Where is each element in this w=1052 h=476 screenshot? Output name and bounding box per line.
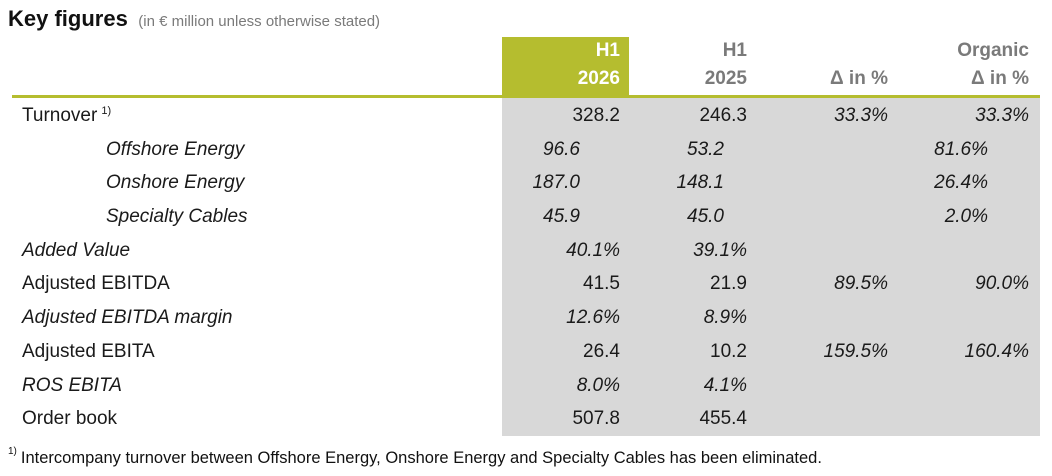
row-label-text: Added Value: [22, 239, 131, 261]
current-period-header-highlight: [502, 37, 629, 95]
value-h1-2026: 41.5: [583, 273, 620, 295]
value-h1-2025: 455.4: [699, 408, 747, 430]
table-row: Specialty Cables 45.9 45.0 2.0%: [0, 200, 1052, 234]
row-label-text: Adjusted EBITDA: [22, 273, 170, 295]
value-h1-2026: 187.0: [532, 172, 580, 194]
row-label: Onshore Energy: [106, 166, 244, 200]
value-h1-2025: 8.9%: [703, 307, 747, 329]
value-h1-2026: 45.9: [543, 206, 580, 228]
table-row: Adjusted EBITA 26.4 10.2 159.5% 160.4%: [0, 335, 1052, 369]
footnote: 1) Intercompany turnover between Offshore…: [8, 446, 822, 468]
key-figures-table: Turnover 1) 328.2 246.3 33.3% 33.3% Offshore E…: [0, 99, 1052, 436]
table-row: ROS EBITA 8.0% 4.1%: [0, 369, 1052, 403]
row-label: Adjusted EBITA: [22, 335, 155, 369]
value-h1-2026: 26.4: [583, 340, 620, 362]
column-shade-change: [756, 98, 1040, 436]
row-label: Added Value: [22, 234, 130, 268]
table-row: Turnover 1) 328.2 246.3 33.3% 33.3%: [0, 99, 1052, 133]
value-organic-delta: 160.4%: [964, 340, 1029, 362]
value-h1-2026: 8.0%: [576, 374, 620, 396]
value-delta: 89.5%: [834, 273, 888, 295]
value-h1-2025: 4.1%: [703, 374, 747, 396]
value-h1-2026: 507.8: [572, 408, 620, 430]
page-subtitle: (in € million unless otherwise stated): [138, 13, 381, 30]
table-row: Offshore Energy 96.6 53.2 81.6%: [0, 133, 1052, 167]
value-delta: 33.3%: [834, 105, 888, 126]
row-label-text: Offshore Energy: [106, 138, 245, 160]
row-label: Adjusted EBITDA margin: [22, 301, 233, 335]
row-label-text: Turnover: [22, 105, 98, 126]
value-organic-delta: 81.6%: [934, 138, 988, 160]
row-label: Turnover 1): [22, 99, 111, 133]
row-label-text: Adjusted EBITDA margin: [22, 307, 233, 329]
value-h1-2026: 12.6%: [566, 307, 620, 329]
value-h1-2025: 10.2: [710, 340, 747, 362]
header-rule: [12, 95, 1040, 98]
header-organic-line1: Organic: [957, 40, 1029, 61]
footnote-mark: 1): [8, 446, 17, 457]
table-row: Adjusted EBITDA margin 12.6% 8.9%: [0, 301, 1052, 335]
footnote-text: Intercompany turnover between Offshore E…: [20, 449, 822, 467]
table-row: Added Value 40.1% 39.1%: [0, 234, 1052, 268]
value-h1-2025: 148.1: [676, 172, 724, 194]
row-label-text: Order book: [22, 408, 118, 430]
value-organic-delta: 33.3%: [975, 105, 1029, 126]
row-label-text: ROS EBITA: [22, 374, 122, 396]
row-label-text: Onshore Energy: [106, 172, 245, 194]
footnote-reference: 1): [101, 105, 112, 117]
header-current-line1: H1: [595, 40, 620, 61]
row-label: Specialty Cables: [106, 200, 248, 234]
row-label: Adjusted EBITDA: [22, 267, 170, 301]
column-shade-current: [502, 98, 629, 436]
header-organic-line2: Δ in %: [971, 68, 1029, 89]
value-delta: 159.5%: [823, 340, 888, 362]
row-label: ROS EBITA: [22, 369, 122, 403]
value-organic-delta: 90.0%: [975, 273, 1029, 295]
row-label: Offshore Energy: [106, 133, 244, 167]
value-h1-2025: 246.3: [699, 105, 747, 126]
header-prior-line2: 2025: [704, 68, 747, 89]
value-h1-2026: 40.1%: [566, 239, 620, 261]
table-row: Adjusted EBITDA 41.5 21.9 89.5% 90.0%: [0, 267, 1052, 301]
value-h1-2026: 328.2: [572, 105, 620, 126]
value-organic-delta: 2.0%: [944, 206, 988, 228]
table-row: Order book 507.8 455.4: [0, 402, 1052, 436]
value-h1-2025: 39.1%: [693, 239, 747, 261]
row-label-text: Adjusted EBITA: [22, 340, 155, 362]
value-organic-delta: 26.4%: [934, 172, 988, 194]
title-line: Key figures (in € million unless otherwi…: [8, 6, 380, 32]
row-label-text: Specialty Cables: [106, 206, 248, 228]
header-delta: Δ in %: [830, 68, 888, 89]
column-shade-prior: [629, 98, 756, 436]
page-title: Key figures: [8, 6, 128, 31]
header-current-line2: 2026: [577, 68, 620, 89]
header-prior-line1: H1: [722, 40, 747, 61]
value-h1-2025: 45.0: [687, 206, 724, 228]
value-h1-2025: 53.2: [687, 138, 724, 160]
value-h1-2025: 21.9: [710, 273, 747, 295]
table-row: Onshore Energy 187.0 148.1 26.4%: [0, 166, 1052, 200]
value-h1-2026: 96.6: [543, 138, 580, 160]
row-label: Order book: [22, 402, 117, 436]
